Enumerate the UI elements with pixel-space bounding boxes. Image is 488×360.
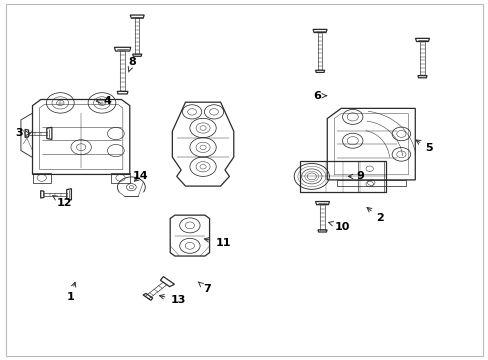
Text: 12: 12 [53,195,72,208]
Bar [32,173,51,183]
Text: 10: 10 [328,221,349,231]
Text: 2: 2 [366,207,383,222]
Text: 6: 6 [312,91,326,101]
Text: 3: 3 [15,129,30,138]
Text: 11: 11 [204,238,230,248]
Text: 13: 13 [159,294,185,305]
Bar [111,173,129,183]
Bar [357,161,383,192]
Text: 9: 9 [347,171,364,181]
Text: 8: 8 [128,57,136,72]
Text: 7: 7 [198,282,210,294]
Text: 4: 4 [96,96,111,106]
Bar [336,180,405,186]
Text: 5: 5 [415,140,432,153]
Text: 1: 1 [66,282,76,302]
Text: 14: 14 [132,171,148,181]
